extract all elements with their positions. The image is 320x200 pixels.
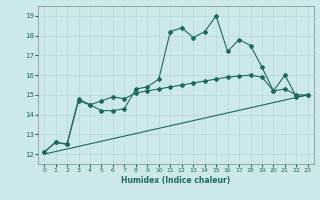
X-axis label: Humidex (Indice chaleur): Humidex (Indice chaleur) [121, 176, 231, 185]
